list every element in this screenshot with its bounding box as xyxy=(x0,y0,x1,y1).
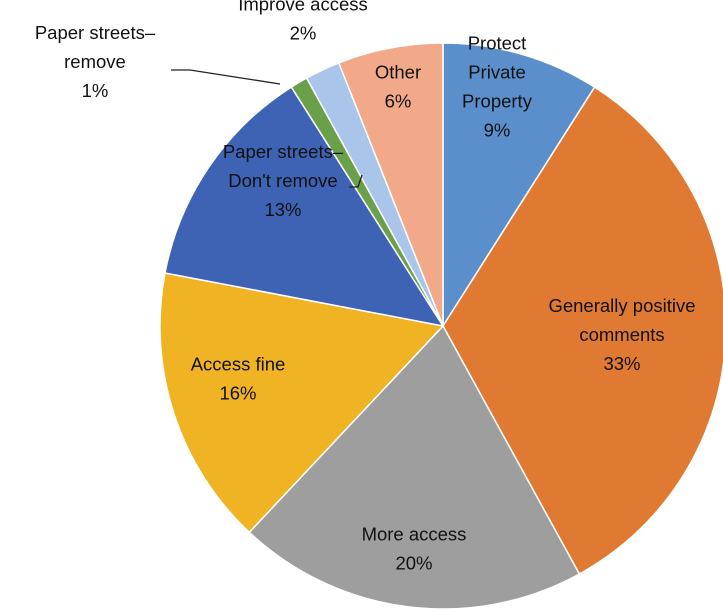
slice-label-paper-streets-remove: Paper streets– remove 1% xyxy=(35,22,156,101)
slice-label-line: 6% xyxy=(385,90,412,111)
slice-label-access-fine: Access fine 16% xyxy=(191,353,286,403)
slice-label-line: Access fine xyxy=(191,353,286,374)
pie-slice-access-fine xyxy=(159,272,445,534)
slice-label-line: Property xyxy=(462,90,533,111)
slice-label-line: Paper streets– xyxy=(35,22,156,43)
leader-lines xyxy=(171,69,363,188)
slice-label-line: 20% xyxy=(395,552,432,573)
slice-label-generally-positive-comments: Generally positive comments 33% xyxy=(548,295,695,374)
slices-layer xyxy=(159,42,723,610)
pie-slice-other xyxy=(337,42,444,327)
slice-label-line: Other xyxy=(375,61,421,82)
slice-label-line: Protect xyxy=(468,32,527,53)
slice-label-line: Don't remove xyxy=(228,170,337,191)
slice-label-line: comments xyxy=(579,324,664,345)
pie-slice-protect-private-property xyxy=(442,42,596,329)
slice-label-line: 2% xyxy=(290,22,317,43)
slice-label-line: 9% xyxy=(484,119,511,140)
slice-label-line: 16% xyxy=(219,382,256,403)
slice-label-other: Other 6% xyxy=(375,61,421,111)
slice-label-line: 1% xyxy=(82,80,109,101)
slice-label-line: Generally positive xyxy=(548,295,695,316)
slice-label-line: Paper streets– xyxy=(223,141,344,162)
slice-label-paper-streets-don-t-remove: Paper streets– Don't remove 13% xyxy=(223,141,344,220)
slice-label-line: 13% xyxy=(264,199,301,220)
slice-label-protect-private-property: Protect Private Property 9% xyxy=(462,32,533,140)
leader-line-paper-streets-remove xyxy=(171,69,281,85)
slice-label-line: remove xyxy=(64,51,126,72)
slice-label-improve-access: Improve access 2% xyxy=(238,0,368,43)
leader-line-paper-streets-dont-remove xyxy=(349,174,363,188)
pie-slice-more-access xyxy=(248,324,581,610)
slice-label-line: Private xyxy=(468,61,526,82)
slice-label-line: 33% xyxy=(603,353,640,374)
slice-label-line: More access xyxy=(362,523,467,544)
slice-label-more-access: More access 20% xyxy=(362,523,467,573)
labels-layer: Protect Private Property 9% Generally positi… xyxy=(35,0,696,573)
slice-label-line: Improve access xyxy=(238,0,368,14)
pie-slice-paper-streets-don-t-remove xyxy=(164,86,445,328)
